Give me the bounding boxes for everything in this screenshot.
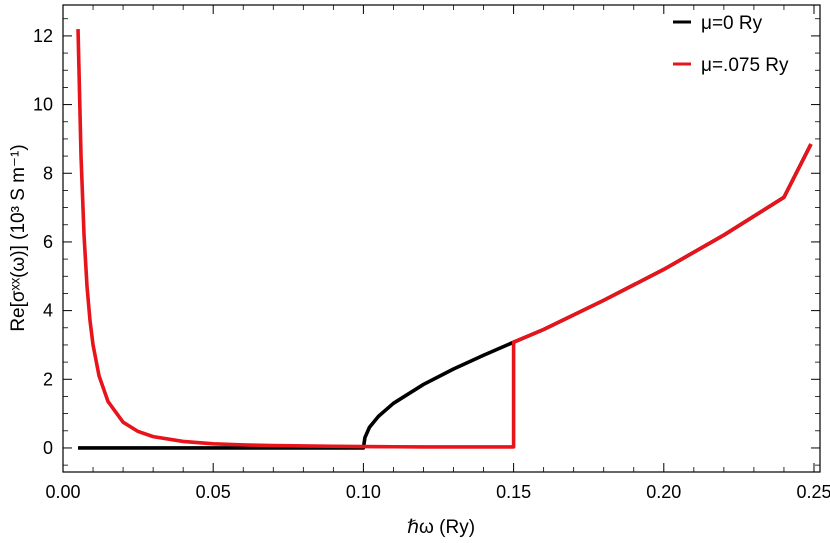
series-line-1 — [76, 28, 813, 449]
y-tick-label: 4 — [43, 301, 53, 321]
y-tick-label: 10 — [33, 95, 53, 115]
y-axis-title: Re[σˣˣ(ω)] (10³ S m⁻¹) — [8, 144, 29, 331]
x-tick-label: 0.10 — [346, 482, 381, 502]
axis-ticks — [62, 5, 820, 472]
series-line-0 — [78, 143, 813, 450]
x-tick-label: 0.00 — [45, 482, 80, 502]
x-tick-label: 0.25 — [796, 482, 830, 502]
series-layer — [76, 28, 813, 450]
y-tick-label: 12 — [33, 26, 53, 46]
x-tick-label: 0.05 — [196, 482, 231, 502]
y-tick-label: 6 — [43, 232, 53, 252]
x-axis-title: ℏω (Ry) — [407, 517, 475, 538]
y-tick-label: 2 — [43, 369, 53, 389]
legend-label-mu-0: μ=0 Ry — [701, 13, 763, 34]
legend: μ=0 Ry μ=.075 Ry — [673, 13, 789, 76]
x-tick-label: 0.15 — [496, 482, 531, 502]
x-tick-label: 0.20 — [646, 482, 681, 502]
plot-frame — [62, 4, 821, 473]
y-tick-label: 0 — [43, 438, 53, 458]
y-tick-label: 8 — [43, 163, 53, 183]
legend-label-mu-075: μ=.075 Ry — [701, 55, 789, 76]
axis-tick-labels: 0.00 0.05 0.10 0.15 0.20 0.25 0 2 4 6 8 10 12 — [33, 26, 830, 502]
